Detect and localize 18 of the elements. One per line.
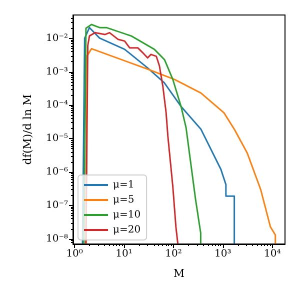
legend-label: μ=20 (113, 224, 141, 236)
legend-label: μ=10 (113, 210, 141, 220)
x-axis-title: M (173, 267, 185, 280)
y-tick-label: 10⁻⁸ (46, 233, 68, 244)
y-tick-label: 10⁻² (46, 32, 68, 44)
y-tick-label: 10⁻⁴ (46, 100, 68, 111)
x-tick-label: 10⁰ (66, 248, 83, 260)
y-tick-label: 10⁻⁵ (46, 133, 68, 144)
legend-label: μ=1 (113, 180, 134, 190)
x-tick-label: 10¹ (116, 248, 132, 260)
y-tick-label: 10⁻³ (46, 66, 68, 78)
y-axis-title: df(M)/d ln M (21, 94, 34, 165)
x-tick-label: 10³ (214, 248, 232, 260)
legend-label: μ=5 (113, 194, 134, 206)
x-tick-label: 10² (165, 248, 182, 260)
y-tick-label: 10⁻⁶ (46, 166, 68, 178)
x-tick-label: 10⁴ (264, 248, 281, 260)
y-tick-label: 10⁻⁷ (46, 200, 68, 211)
